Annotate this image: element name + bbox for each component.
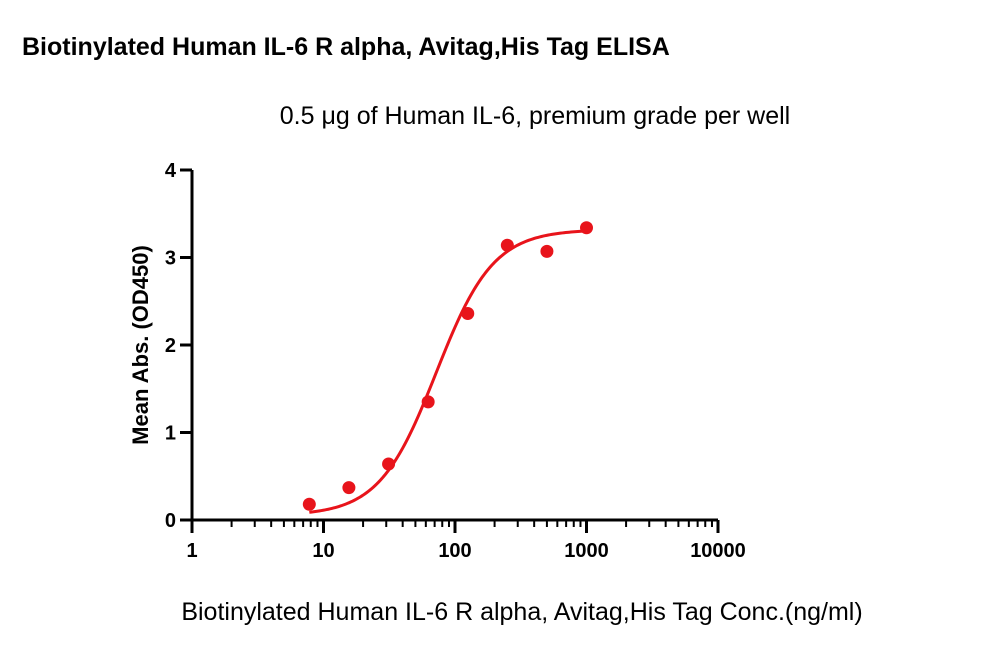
- data-point: [421, 395, 435, 409]
- data-point: [461, 307, 475, 320]
- x-tick-label: 100: [438, 540, 471, 562]
- data-point: [382, 457, 396, 471]
- x-tick-label: 10: [312, 540, 334, 562]
- y-tick-label: 4: [165, 160, 177, 182]
- y-tick-label: 3: [165, 248, 176, 270]
- data-point: [500, 238, 514, 252]
- data-point: [302, 497, 316, 511]
- y-tick-label: 2: [165, 335, 176, 357]
- x-axis-label: Biotinylated Human IL-6 R alpha, Avitag,…: [181, 598, 862, 626]
- data-point: [540, 244, 554, 258]
- data-point: [342, 481, 356, 495]
- x-tick-label: 1000: [564, 540, 609, 562]
- x-tick-label: 1: [186, 540, 197, 562]
- x-ticks: 1 10 100 1000 10000: [186, 520, 746, 562]
- y-tick-label: 0: [165, 510, 176, 532]
- data-point: [580, 221, 593, 235]
- y-axis-label: Mean Abs. (OD450): [128, 245, 153, 445]
- x-tick-label: 10000: [690, 540, 746, 562]
- chart-title: Biotinylated Human IL-6 R alpha, Avitag,…: [22, 33, 670, 61]
- y-tick-label: 1: [165, 423, 176, 445]
- data-points: [302, 221, 593, 511]
- chart-subtitle: 0.5 μg of Human IL-6, premium grade per …: [280, 102, 790, 130]
- fit-curve: [309, 229, 587, 514]
- y-ticks: 0 1 2 3 4: [165, 160, 192, 532]
